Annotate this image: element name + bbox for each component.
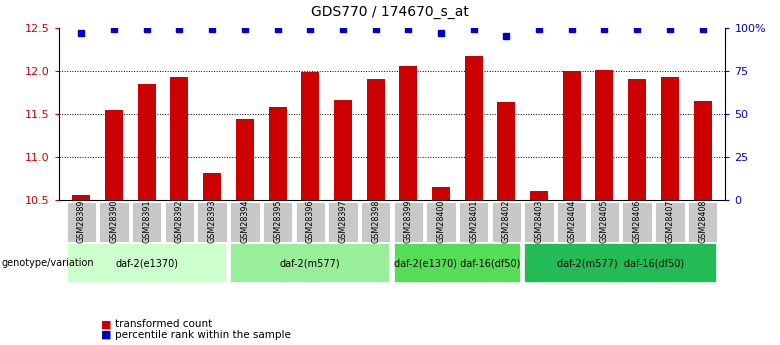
- Text: genotype/variation: genotype/variation: [2, 258, 94, 268]
- Text: GSM28391: GSM28391: [142, 200, 151, 244]
- Bar: [530, 191, 548, 200]
- Text: daf-2(m577): daf-2(m577): [280, 258, 341, 268]
- Text: GSM28405: GSM28405: [600, 200, 609, 244]
- Bar: [334, 100, 352, 200]
- Text: daf-2(e1370): daf-2(e1370): [115, 258, 179, 268]
- Text: GSM28389: GSM28389: [77, 200, 86, 244]
- Bar: [693, 101, 711, 200]
- Bar: [171, 77, 189, 200]
- Bar: [562, 71, 581, 200]
- Bar: [661, 77, 679, 200]
- Bar: [73, 195, 90, 200]
- Text: GSM28399: GSM28399: [404, 200, 413, 244]
- Text: ■: ■: [101, 330, 112, 339]
- Bar: [236, 119, 254, 200]
- Text: GSM28392: GSM28392: [175, 200, 184, 244]
- Bar: [432, 187, 450, 200]
- Text: daf-2(m577)  daf-16(df50): daf-2(m577) daf-16(df50): [557, 258, 684, 268]
- Text: GDS770 / 174670_s_at: GDS770 / 174670_s_at: [311, 5, 469, 19]
- Bar: [301, 72, 319, 200]
- Text: GSM28400: GSM28400: [437, 200, 445, 243]
- Bar: [105, 109, 123, 200]
- Text: GSM28396: GSM28396: [306, 200, 314, 244]
- Text: percentile rank within the sample: percentile rank within the sample: [115, 330, 291, 339]
- Text: GSM28402: GSM28402: [502, 200, 511, 244]
- Bar: [498, 102, 516, 200]
- Bar: [595, 70, 613, 200]
- Text: GSM28401: GSM28401: [470, 200, 478, 243]
- Text: GSM28395: GSM28395: [273, 200, 282, 244]
- Bar: [628, 79, 646, 200]
- Bar: [367, 79, 385, 200]
- Text: GSM28394: GSM28394: [240, 200, 250, 244]
- Bar: [203, 172, 222, 200]
- Text: daf-2(e1370) daf-16(df50): daf-2(e1370) daf-16(df50): [394, 258, 520, 268]
- Text: transformed count: transformed count: [115, 319, 213, 329]
- Text: ■: ■: [101, 319, 112, 329]
- Text: GSM28408: GSM28408: [698, 200, 707, 243]
- Text: GSM28390: GSM28390: [109, 200, 119, 244]
- Text: GSM28404: GSM28404: [567, 200, 576, 243]
- Bar: [465, 56, 483, 200]
- Bar: [268, 107, 286, 200]
- Text: GSM28403: GSM28403: [534, 200, 544, 243]
- Text: GSM28393: GSM28393: [207, 200, 217, 244]
- Text: GSM28406: GSM28406: [633, 200, 642, 243]
- Text: GSM28398: GSM28398: [371, 200, 380, 244]
- Bar: [399, 66, 417, 200]
- Text: GSM28407: GSM28407: [665, 200, 675, 244]
- Bar: [138, 84, 156, 200]
- Text: GSM28397: GSM28397: [339, 200, 347, 244]
